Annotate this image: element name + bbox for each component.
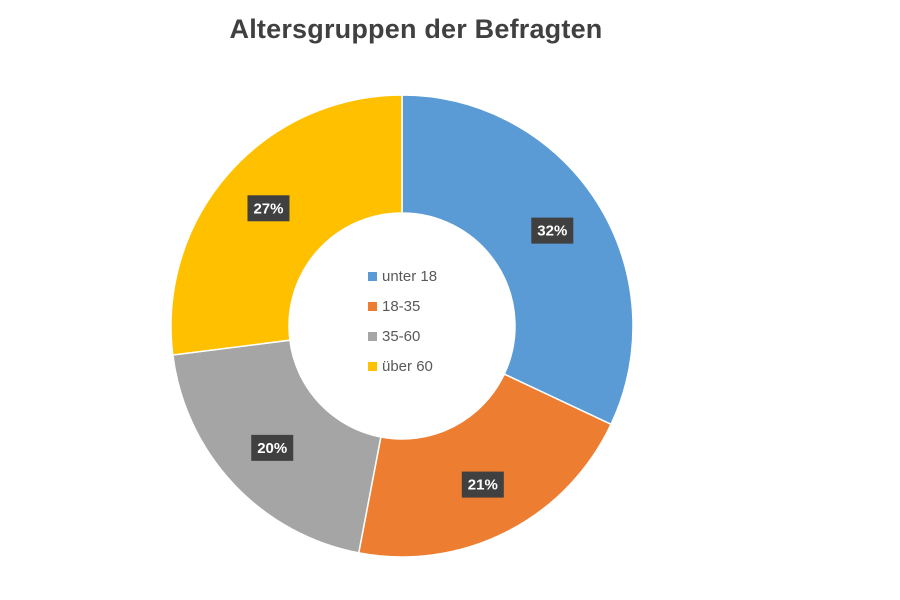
data-label-text: 27% bbox=[253, 200, 283, 217]
legend-swatch bbox=[368, 302, 377, 311]
legend-label: über 60 bbox=[382, 358, 433, 375]
legend-item-18-35: 18-35 bbox=[368, 298, 420, 315]
data-label-text: 32% bbox=[537, 223, 567, 240]
data-label-box bbox=[251, 434, 294, 461]
slice-unter-18 bbox=[401, 94, 634, 426]
data-label-text: 20% bbox=[257, 440, 287, 457]
data-label-unter-18: 32% bbox=[531, 217, 574, 244]
slices bbox=[170, 94, 634, 558]
legend-swatch bbox=[368, 332, 377, 341]
data-label-über-60: 27% bbox=[247, 195, 290, 222]
legend-label: 18-35 bbox=[382, 298, 420, 315]
legend-swatch bbox=[368, 362, 377, 371]
slice-18-35 bbox=[357, 373, 613, 558]
legend-label: 35-60 bbox=[382, 328, 420, 345]
data-labels: 32% 21% 20% 27% bbox=[247, 195, 574, 498]
legend-swatch bbox=[368, 272, 377, 281]
data-label-box bbox=[247, 195, 290, 222]
chart-title: Altersgruppen der Befragten bbox=[229, 14, 603, 44]
data-label-text: 21% bbox=[468, 477, 498, 494]
legend-label: unter 18 bbox=[382, 268, 437, 285]
data-label-box bbox=[461, 471, 504, 498]
slice-über-60 bbox=[170, 94, 403, 356]
data-label-box bbox=[531, 217, 574, 244]
legend-item-unter-18: unter 18 bbox=[368, 268, 437, 285]
legend-item-über-60: über 60 bbox=[368, 358, 433, 375]
data-label-18-35: 21% bbox=[461, 471, 504, 498]
legend: unter 18 18-35 35-60 über 60 bbox=[368, 268, 437, 375]
legend-item-35-60: 35-60 bbox=[368, 328, 420, 345]
data-label-35-60: 20% bbox=[251, 434, 294, 461]
